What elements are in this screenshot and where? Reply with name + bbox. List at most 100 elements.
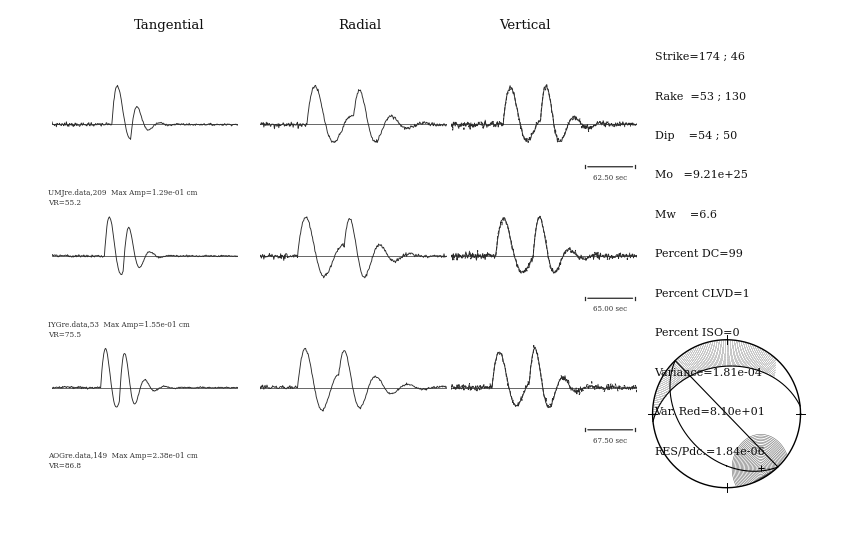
Point bbox=[671, 362, 685, 371]
Point bbox=[759, 346, 772, 355]
Point bbox=[703, 355, 717, 364]
Point bbox=[671, 363, 685, 372]
Point bbox=[658, 379, 672, 387]
Point bbox=[668, 373, 682, 382]
Point bbox=[728, 362, 742, 370]
Point bbox=[754, 359, 768, 368]
Point bbox=[681, 372, 694, 381]
Point bbox=[711, 340, 725, 349]
Point bbox=[711, 362, 725, 370]
Point bbox=[663, 374, 677, 383]
Point bbox=[747, 349, 761, 358]
Point bbox=[676, 372, 690, 380]
Point bbox=[759, 356, 772, 364]
Point bbox=[733, 361, 747, 370]
Point bbox=[728, 341, 742, 350]
Point bbox=[707, 342, 721, 351]
Point bbox=[658, 380, 672, 389]
Point bbox=[688, 346, 701, 355]
Point bbox=[737, 349, 751, 358]
Point bbox=[667, 370, 681, 379]
Point bbox=[694, 352, 707, 361]
Point bbox=[656, 385, 670, 394]
Point bbox=[743, 346, 757, 355]
Point bbox=[662, 383, 676, 391]
Point bbox=[674, 372, 688, 380]
Point bbox=[670, 366, 684, 375]
Point bbox=[764, 369, 778, 378]
Point bbox=[679, 354, 693, 363]
Point bbox=[743, 341, 757, 350]
Point bbox=[664, 366, 678, 374]
Point bbox=[738, 347, 752, 356]
Point bbox=[680, 373, 694, 382]
Point bbox=[693, 353, 707, 362]
Point bbox=[760, 364, 774, 373]
Point bbox=[688, 347, 701, 356]
Point bbox=[681, 353, 694, 362]
Point bbox=[691, 342, 705, 351]
Point bbox=[759, 361, 772, 369]
Point bbox=[701, 341, 714, 350]
Point bbox=[702, 349, 716, 358]
Point bbox=[746, 359, 759, 368]
Point bbox=[697, 362, 711, 371]
Point bbox=[728, 355, 742, 363]
Point bbox=[661, 389, 675, 397]
Point bbox=[761, 369, 775, 378]
Point bbox=[695, 349, 709, 357]
Point bbox=[718, 341, 732, 350]
Point bbox=[723, 346, 737, 355]
Point bbox=[683, 357, 697, 366]
Point bbox=[702, 355, 716, 363]
Point bbox=[745, 358, 759, 367]
Point bbox=[721, 357, 735, 366]
Point bbox=[724, 353, 738, 362]
Point bbox=[655, 392, 668, 401]
Point bbox=[706, 356, 720, 365]
Point bbox=[700, 355, 714, 363]
Point bbox=[749, 364, 763, 373]
Point bbox=[704, 355, 718, 364]
Point bbox=[757, 352, 771, 361]
Point bbox=[655, 385, 668, 393]
Point bbox=[723, 339, 737, 347]
Point bbox=[689, 361, 703, 369]
Point bbox=[740, 359, 753, 368]
Point bbox=[741, 350, 755, 359]
Point bbox=[721, 339, 735, 348]
Point bbox=[664, 364, 678, 373]
Point bbox=[765, 370, 779, 379]
Point bbox=[665, 364, 679, 373]
Point bbox=[690, 356, 704, 364]
Point bbox=[668, 375, 682, 384]
Point bbox=[702, 362, 716, 370]
Point bbox=[717, 358, 731, 367]
Point bbox=[688, 362, 702, 371]
Point bbox=[707, 354, 720, 363]
Point bbox=[653, 391, 667, 400]
Point bbox=[661, 380, 675, 389]
Point bbox=[750, 359, 764, 368]
Point bbox=[688, 356, 702, 365]
Point bbox=[713, 345, 727, 353]
Point bbox=[714, 355, 728, 364]
Point bbox=[663, 373, 677, 382]
Point bbox=[730, 358, 744, 367]
Point bbox=[733, 338, 746, 346]
Point bbox=[676, 361, 690, 369]
Point bbox=[649, 399, 663, 408]
Point bbox=[722, 359, 736, 368]
Point bbox=[753, 362, 766, 370]
Point bbox=[746, 343, 759, 352]
Point bbox=[744, 357, 758, 366]
Point bbox=[685, 346, 699, 355]
Point bbox=[767, 356, 781, 364]
Point bbox=[742, 362, 756, 371]
Point bbox=[694, 367, 707, 375]
Point bbox=[676, 375, 690, 384]
Point bbox=[655, 377, 669, 386]
Point bbox=[669, 378, 683, 386]
Point bbox=[728, 340, 742, 349]
Point bbox=[763, 361, 777, 370]
